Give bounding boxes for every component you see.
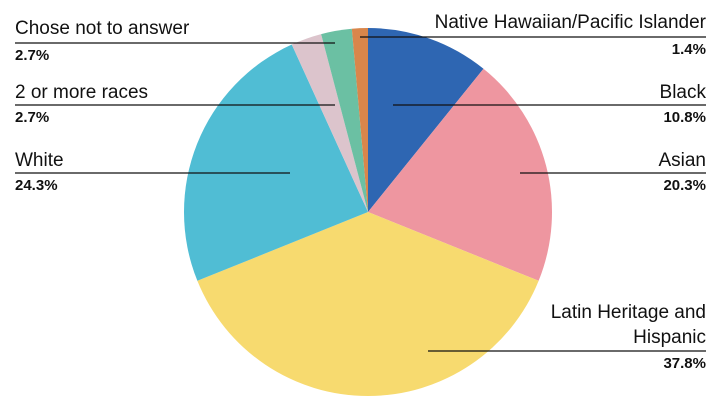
pie-slice xyxy=(321,28,368,213)
pie-slice xyxy=(368,28,484,212)
value-label: 24.3% xyxy=(15,177,58,194)
category-label: Native Hawaiian/Pacific Islander xyxy=(434,12,706,33)
pie-slice xyxy=(183,44,368,281)
category-label: Chose not to answer xyxy=(15,18,190,39)
pie-slice xyxy=(351,28,368,212)
pie-slice xyxy=(197,212,539,396)
category-label: Asian xyxy=(658,150,706,171)
category-label: White xyxy=(15,150,64,171)
value-label: 2.7% xyxy=(15,47,50,64)
value-label: 2.7% xyxy=(15,109,50,126)
value-label: 37.8% xyxy=(663,355,706,372)
category-label: 2 or more races xyxy=(15,82,149,103)
value-label: 10.8% xyxy=(663,109,706,126)
category-label: Latin Heritage and Hispanic xyxy=(550,302,706,348)
pie-slice xyxy=(291,34,368,212)
value-label: 1.4% xyxy=(671,41,706,58)
pie-slice xyxy=(368,68,552,281)
value-label: 20.3% xyxy=(663,177,706,194)
category-label: Black xyxy=(659,82,706,103)
